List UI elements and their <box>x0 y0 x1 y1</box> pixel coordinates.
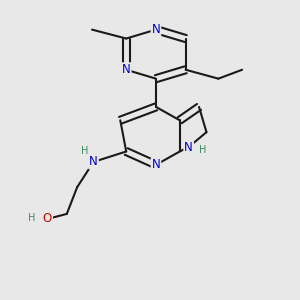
Text: H: H <box>199 145 206 155</box>
Text: H: H <box>81 146 88 156</box>
Text: N: N <box>184 140 193 154</box>
Text: N: N <box>152 23 160 36</box>
Text: O: O <box>43 212 52 226</box>
Text: N: N <box>89 155 98 168</box>
Text: N: N <box>152 158 160 171</box>
Text: H: H <box>28 213 36 223</box>
Text: N: N <box>122 63 130 76</box>
